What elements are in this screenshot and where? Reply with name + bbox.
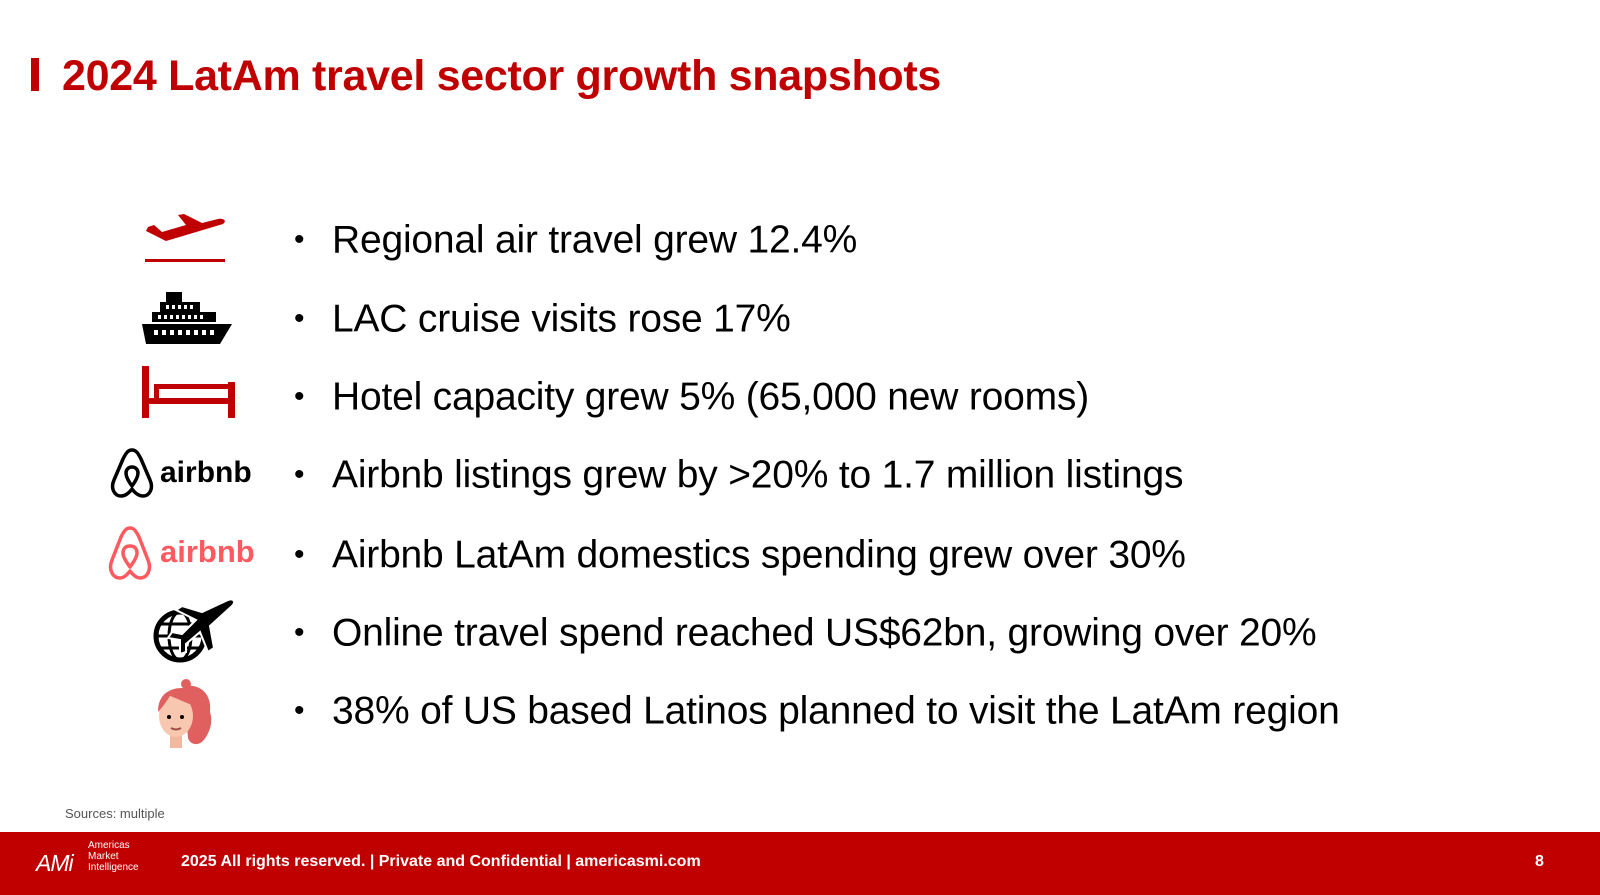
airbnb-logo-red: airbnb	[108, 526, 255, 580]
bed-icon	[142, 366, 235, 418]
bullet-marker: •	[294, 223, 305, 256]
bullet-row-cruise: • LAC cruise visits rose 17%	[0, 284, 1600, 354]
bullet-marker: •	[294, 380, 305, 413]
bullet-marker: •	[294, 302, 305, 335]
airbnb-wordmark: airbnb	[160, 456, 252, 489]
bullet-text: 38% of US based Latinos planned to visit…	[332, 689, 1340, 733]
bullet-text: Airbnb LatAm domestics spending grew ove…	[332, 533, 1186, 577]
bullet-row-airbnb-listings: airbnb • Airbnb listings grew by >20% to…	[0, 440, 1600, 510]
page-number: 8	[1535, 853, 1544, 870]
bullet-text: LAC cruise visits rose 17%	[332, 297, 791, 341]
slide-title: 2024 LatAm travel sector growth snapshot…	[62, 52, 942, 100]
globe-airplane-icon	[153, 598, 236, 663]
woman-avatar-icon	[158, 679, 212, 748]
airplane-departure-icon	[145, 214, 225, 262]
bullet-row-us-latinos: • 38% of US based Latinos planned to vis…	[0, 676, 1600, 748]
bullet-text: Online travel spend reached US$62bn, gro…	[332, 611, 1317, 655]
bullet-row-airbnb-spending: airbnb • Airbnb LatAm domestics spending…	[0, 520, 1600, 590]
bullet-text: Regional air travel grew 12.4%	[332, 218, 858, 262]
airbnb-wordmark: airbnb	[160, 534, 255, 569]
ami-logo-subtitle: Americas Market Intelligence	[88, 840, 139, 873]
ami-logo-mark: AMi	[36, 850, 74, 876]
bullet-row-hotel: • Hotel capacity grew 5% (65,000 new roo…	[0, 362, 1600, 432]
bullet-marker: •	[294, 694, 305, 727]
cruise-ship-icon	[142, 292, 232, 344]
ami-logo: AMi Americas Market Intelligence	[36, 840, 154, 886]
bullet-text: Airbnb listings grew by >20% to 1.7 mill…	[332, 453, 1184, 497]
bullet-marker: •	[294, 458, 305, 491]
sources-note: Sources: multiple	[65, 806, 165, 821]
footer-bar: AMi Americas Market Intelligence 2025 Al…	[0, 832, 1600, 895]
bullet-marker: •	[294, 616, 305, 649]
bullet-row-online-travel: • Online travel spend reached US$62bn, g…	[0, 598, 1600, 668]
bullet-marker: •	[294, 538, 305, 571]
footer-copyright: 2025 All rights reserved. | Private and …	[181, 853, 701, 870]
title-accent-bar	[31, 58, 39, 91]
bullet-row-air-travel: • Regional air travel grew 12.4%	[0, 205, 1600, 275]
airbnb-logo-black: airbnb	[110, 448, 252, 498]
bullet-text: Hotel capacity grew 5% (65,000 new rooms…	[332, 375, 1089, 419]
